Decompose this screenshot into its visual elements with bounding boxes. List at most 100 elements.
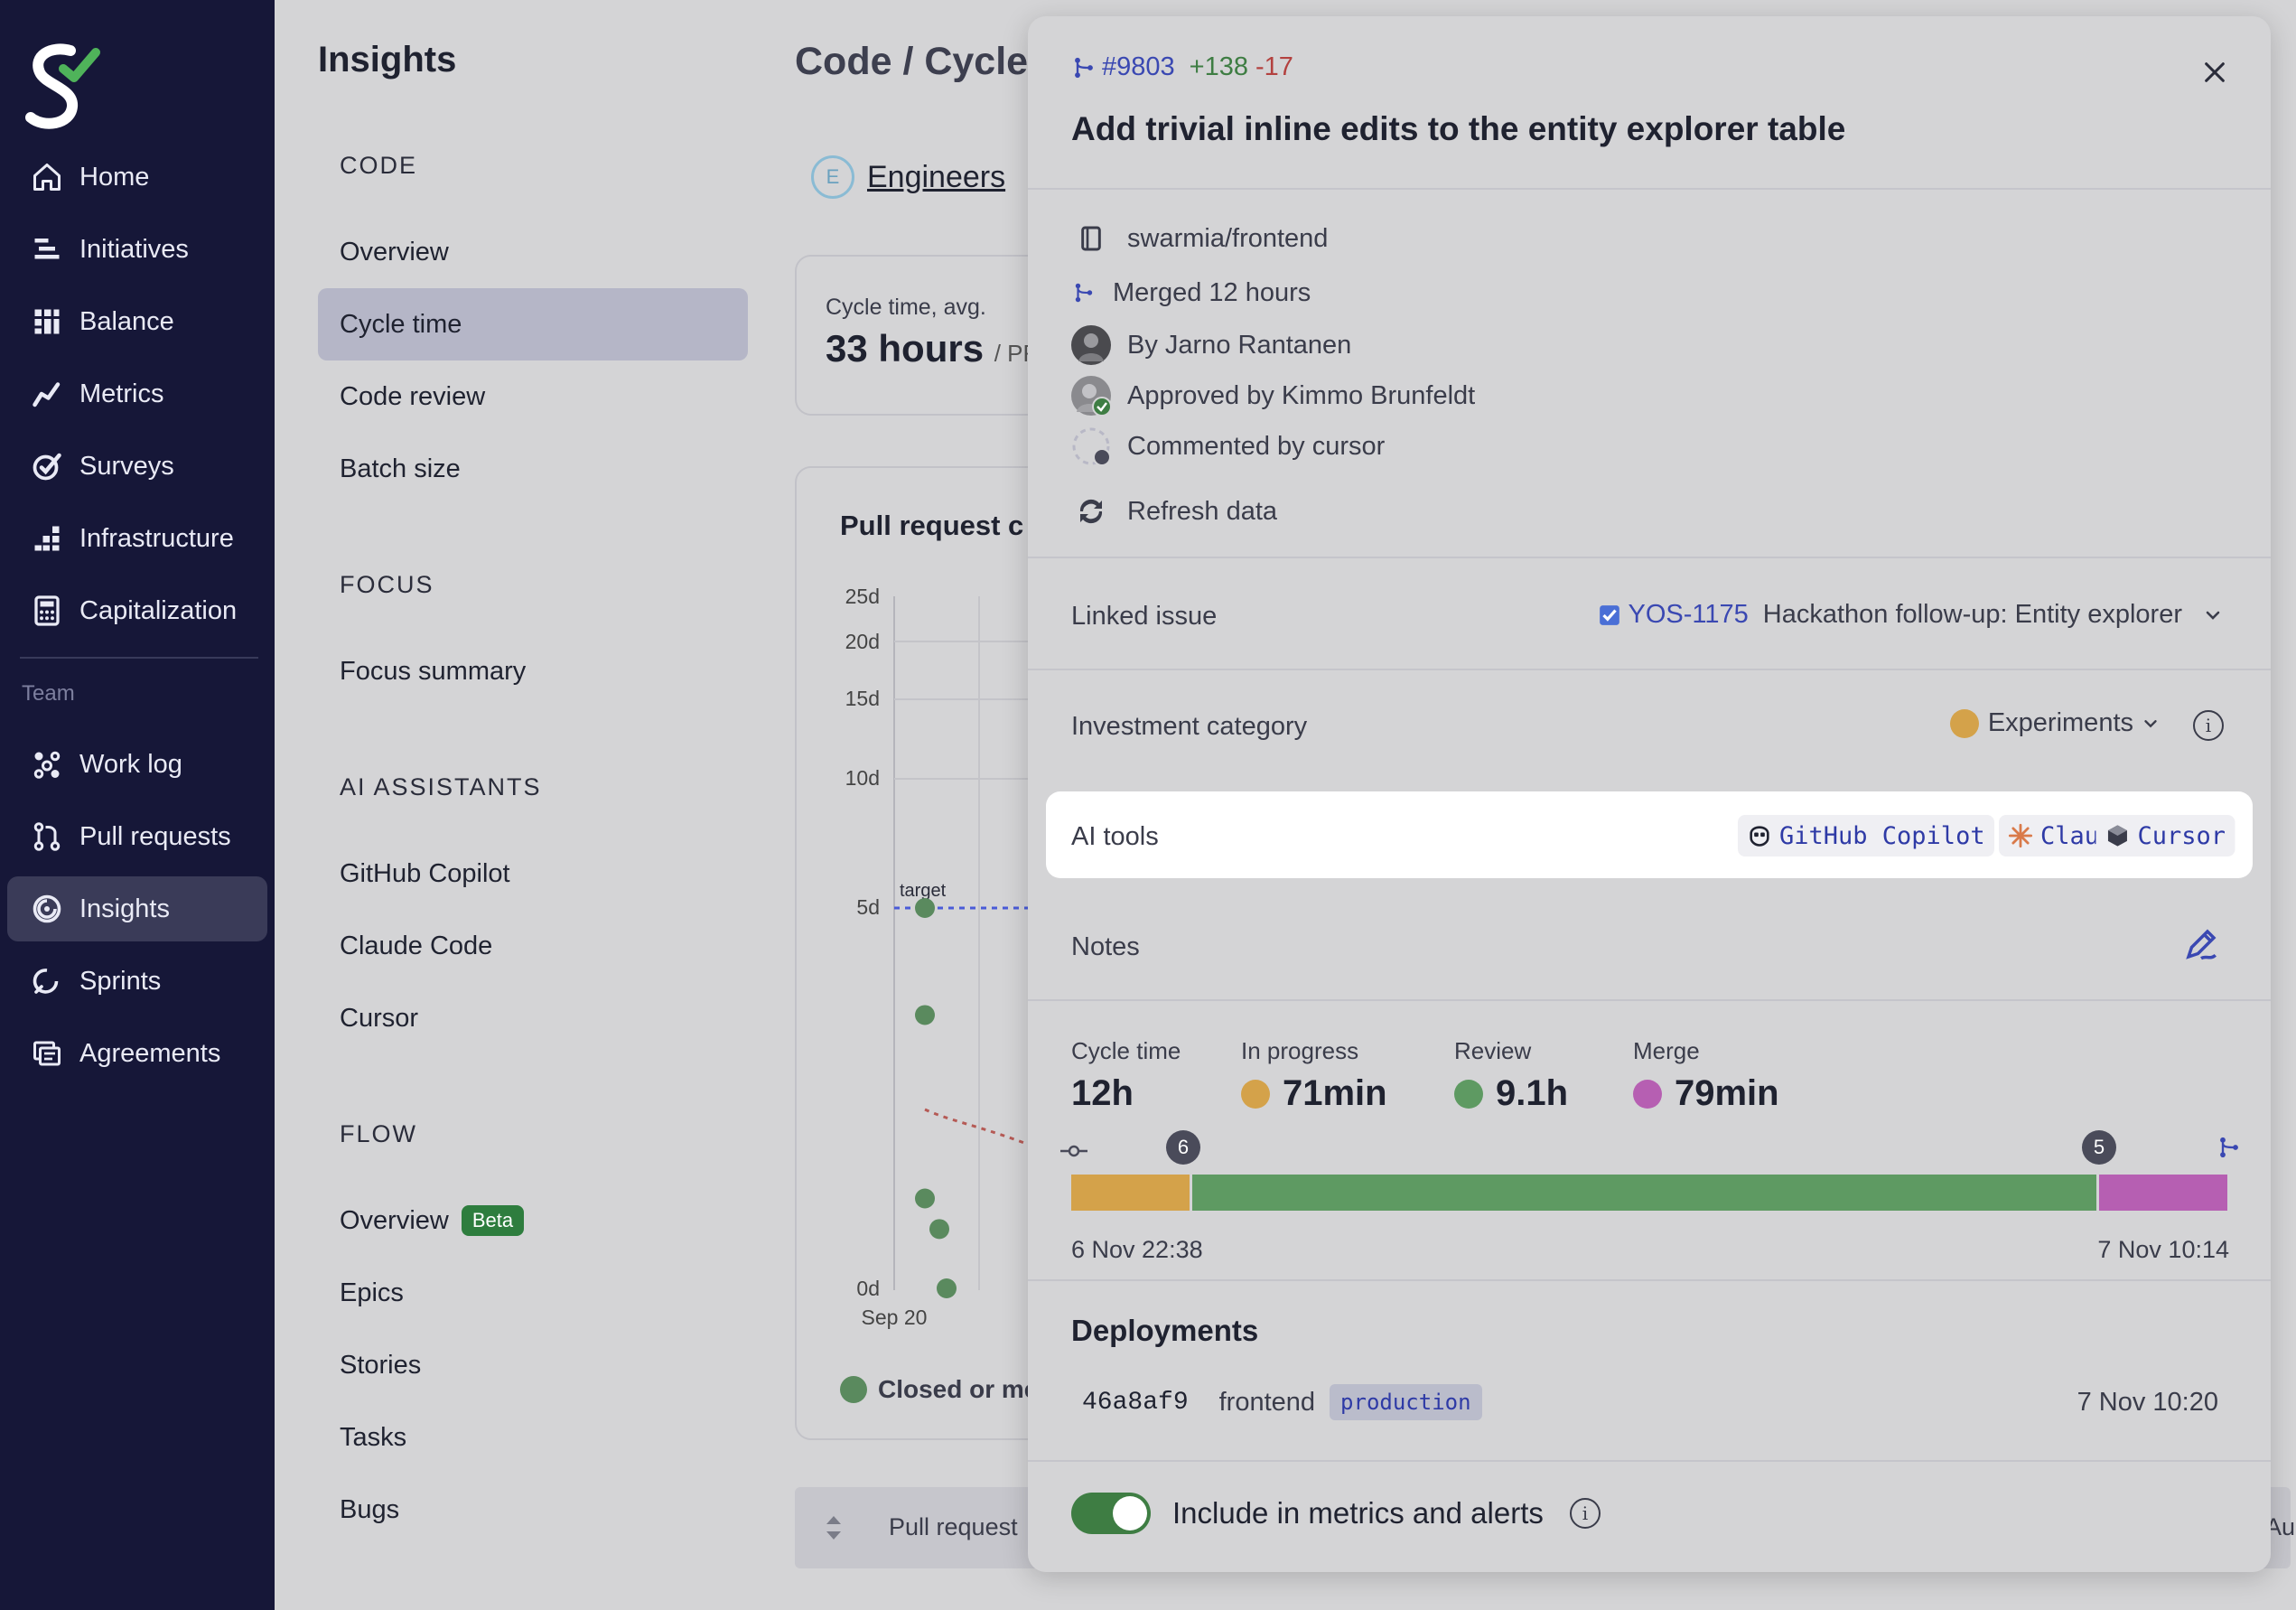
nav-item-insights[interactable]: Insights: [7, 876, 267, 941]
merge-icon: [1075, 57, 1093, 78]
chevron-down-icon: [2144, 719, 2157, 727]
ai-tool-chip-cursor[interactable]: Cursor: [2095, 815, 2235, 856]
stat-value-in-progress: 71min: [1241, 1073, 1387, 1114]
merged-row: Merged 12 hours: [1071, 273, 1311, 313]
include-metrics-toggle[interactable]: [1071, 1493, 1151, 1534]
linked-issue-selector[interactable]: YOS-1175 Hackathon follow-up: Entity exp…: [1598, 600, 2225, 630]
merge-dot: [1633, 1079, 1662, 1109]
data-point[interactable]: [915, 1188, 935, 1209]
initiatives-icon: [29, 231, 65, 267]
nav-item-initiatives[interactable]: Initiatives: [7, 217, 267, 282]
review-count-badge[interactable]: 5: [2082, 1130, 2116, 1165]
nav-item-label: Metrics: [79, 379, 164, 408]
close-icon[interactable]: [2202, 60, 2227, 85]
data-point[interactable]: [929, 1219, 949, 1240]
deployments-heading: Deployments: [1071, 1314, 1259, 1347]
subnav-item-cursor[interactable]: Cursor: [340, 1003, 419, 1033]
claude-icon: [2008, 823, 2033, 848]
edit-note-icon[interactable]: [2182, 925, 2220, 963]
subnav-item-overview[interactable]: Overview: [340, 237, 449, 267]
balance-icon: [29, 304, 65, 340]
subnav-item-cycle-time[interactable]: Cycle time: [318, 288, 748, 360]
subnav-title: Insights: [318, 40, 457, 80]
subnav-item-focus-summary[interactable]: Focus summary: [340, 656, 527, 686]
deployment-hash[interactable]: 46a8af9: [1082, 1388, 1189, 1417]
nav-team-heading: Team: [22, 681, 75, 706]
subnav-item-stories[interactable]: Stories: [340, 1350, 422, 1380]
subnav-item-tasks[interactable]: Tasks: [340, 1422, 407, 1452]
nav-item-label: Surveys: [79, 451, 174, 481]
nav-item-sprints[interactable]: Sprints: [7, 949, 267, 1014]
nav-item-surveys[interactable]: Surveys: [7, 434, 267, 499]
nav-item-metrics[interactable]: Metrics: [7, 361, 267, 426]
scatter-plot: target: [893, 596, 1030, 1298]
nav-item-label: Sprints: [79, 966, 162, 996]
calculator-icon: [29, 593, 65, 629]
timeline-end-date: 7 Nov 10:14: [2097, 1236, 2229, 1263]
stat-label-review: Review: [1454, 1037, 1532, 1064]
toggle-knob: [1113, 1496, 1147, 1530]
nav-item-home[interactable]: Home: [7, 145, 267, 210]
metrics-icon: [29, 376, 65, 412]
home-icon: [29, 159, 65, 195]
nav-item-infrastructure[interactable]: Infrastructure: [7, 506, 267, 571]
nav-item-balance[interactable]: Balance: [7, 289, 267, 354]
sort-icon[interactable]: [824, 1514, 844, 1541]
investment-category-selector[interactable]: Experiments: [1949, 708, 2161, 738]
deployment-time: 7 Nov 10:20: [2077, 1388, 2218, 1417]
issue-key[interactable]: YOS-1175: [1628, 600, 1749, 629]
stat-label-cycle-time: Cycle time: [1071, 1037, 1181, 1064]
legend-label: Closed or me: [878, 1375, 1039, 1403]
data-point[interactable]: [937, 1278, 957, 1298]
chart-legend[interactable]: Closed or me: [840, 1375, 1038, 1404]
pr-number-link[interactable]: #9803: [1102, 52, 1175, 81]
deletions-count: -17: [1255, 52, 1293, 81]
engineers-filter[interactable]: E Engineers: [811, 155, 1005, 199]
deployment-row[interactable]: 46a8af9 frontend production: [1082, 1384, 1482, 1420]
nav-item-label: Infrastructure: [79, 523, 234, 553]
info-icon[interactable]: i: [1570, 1498, 1601, 1529]
nav-item-label: Balance: [79, 306, 174, 336]
metric-value: 33 hours / PR: [826, 327, 1040, 370]
stat-number: 9.1h: [1496, 1073, 1569, 1113]
subnav-item-claude-code[interactable]: Claude Code: [340, 931, 493, 960]
nav-item-agreements[interactable]: Agreements: [7, 1021, 267, 1086]
deployment-repo: frontend: [1218, 1387, 1316, 1417]
nav-item-label: Work log: [79, 749, 182, 779]
nav-item-work-log[interactable]: Work log: [7, 732, 267, 797]
metric-label: Cycle time, avg.: [826, 295, 986, 320]
investment-category-label: Investment category: [1071, 712, 1308, 741]
legend-dot: [840, 1376, 867, 1403]
nav-item-label: Initiatives: [79, 234, 189, 264]
refresh-data-button[interactable]: Refresh data: [1071, 491, 1277, 531]
info-icon[interactable]: i: [2193, 710, 2224, 741]
stat-number: 79min: [1675, 1073, 1779, 1113]
engineers-initial: E: [811, 155, 854, 199]
nav-item-capitalization[interactable]: Capitalization: [7, 578, 267, 643]
in-progress-dot: [1241, 1079, 1270, 1109]
nav-divider: [20, 657, 258, 659]
chevron-down-icon: [2206, 611, 2220, 620]
repo-row[interactable]: swarmia/frontend: [1071, 219, 1328, 258]
subnav-item-code-review[interactable]: Code review: [340, 381, 486, 411]
data-point[interactable]: [915, 898, 935, 918]
y-tick-label: 5d: [856, 895, 880, 919]
target-label: target: [900, 881, 947, 901]
merged-icon: [1071, 273, 1097, 313]
repo-name: swarmia/frontend: [1127, 223, 1329, 253]
surveys-icon: [29, 448, 65, 484]
stat-number: 12h: [1071, 1073, 1134, 1113]
y-tick-label: 20d: [845, 630, 880, 653]
nav-item-label: Insights: [79, 894, 170, 923]
subnav-item-batch-size[interactable]: Batch size: [340, 454, 461, 483]
subnav-item-bugs[interactable]: Bugs: [340, 1494, 400, 1524]
column-header-pull-request[interactable]: Pull request: [889, 1513, 1018, 1540]
swarmia-logo[interactable]: [23, 42, 105, 132]
data-point[interactable]: [915, 1005, 935, 1025]
ai-tool-chip-github-copilot[interactable]: GitHub Copilot: [1738, 815, 1994, 856]
subnav-item-epics[interactable]: Epics: [340, 1278, 404, 1307]
subnav-item-github-copilot[interactable]: GitHub Copilot: [340, 858, 510, 888]
nav-item-pull-requests[interactable]: Pull requests: [7, 804, 267, 869]
subnav-item-flow-overview[interactable]: Overview Beta: [318, 1184, 748, 1257]
commit-count-badge[interactable]: 6: [1166, 1130, 1200, 1165]
